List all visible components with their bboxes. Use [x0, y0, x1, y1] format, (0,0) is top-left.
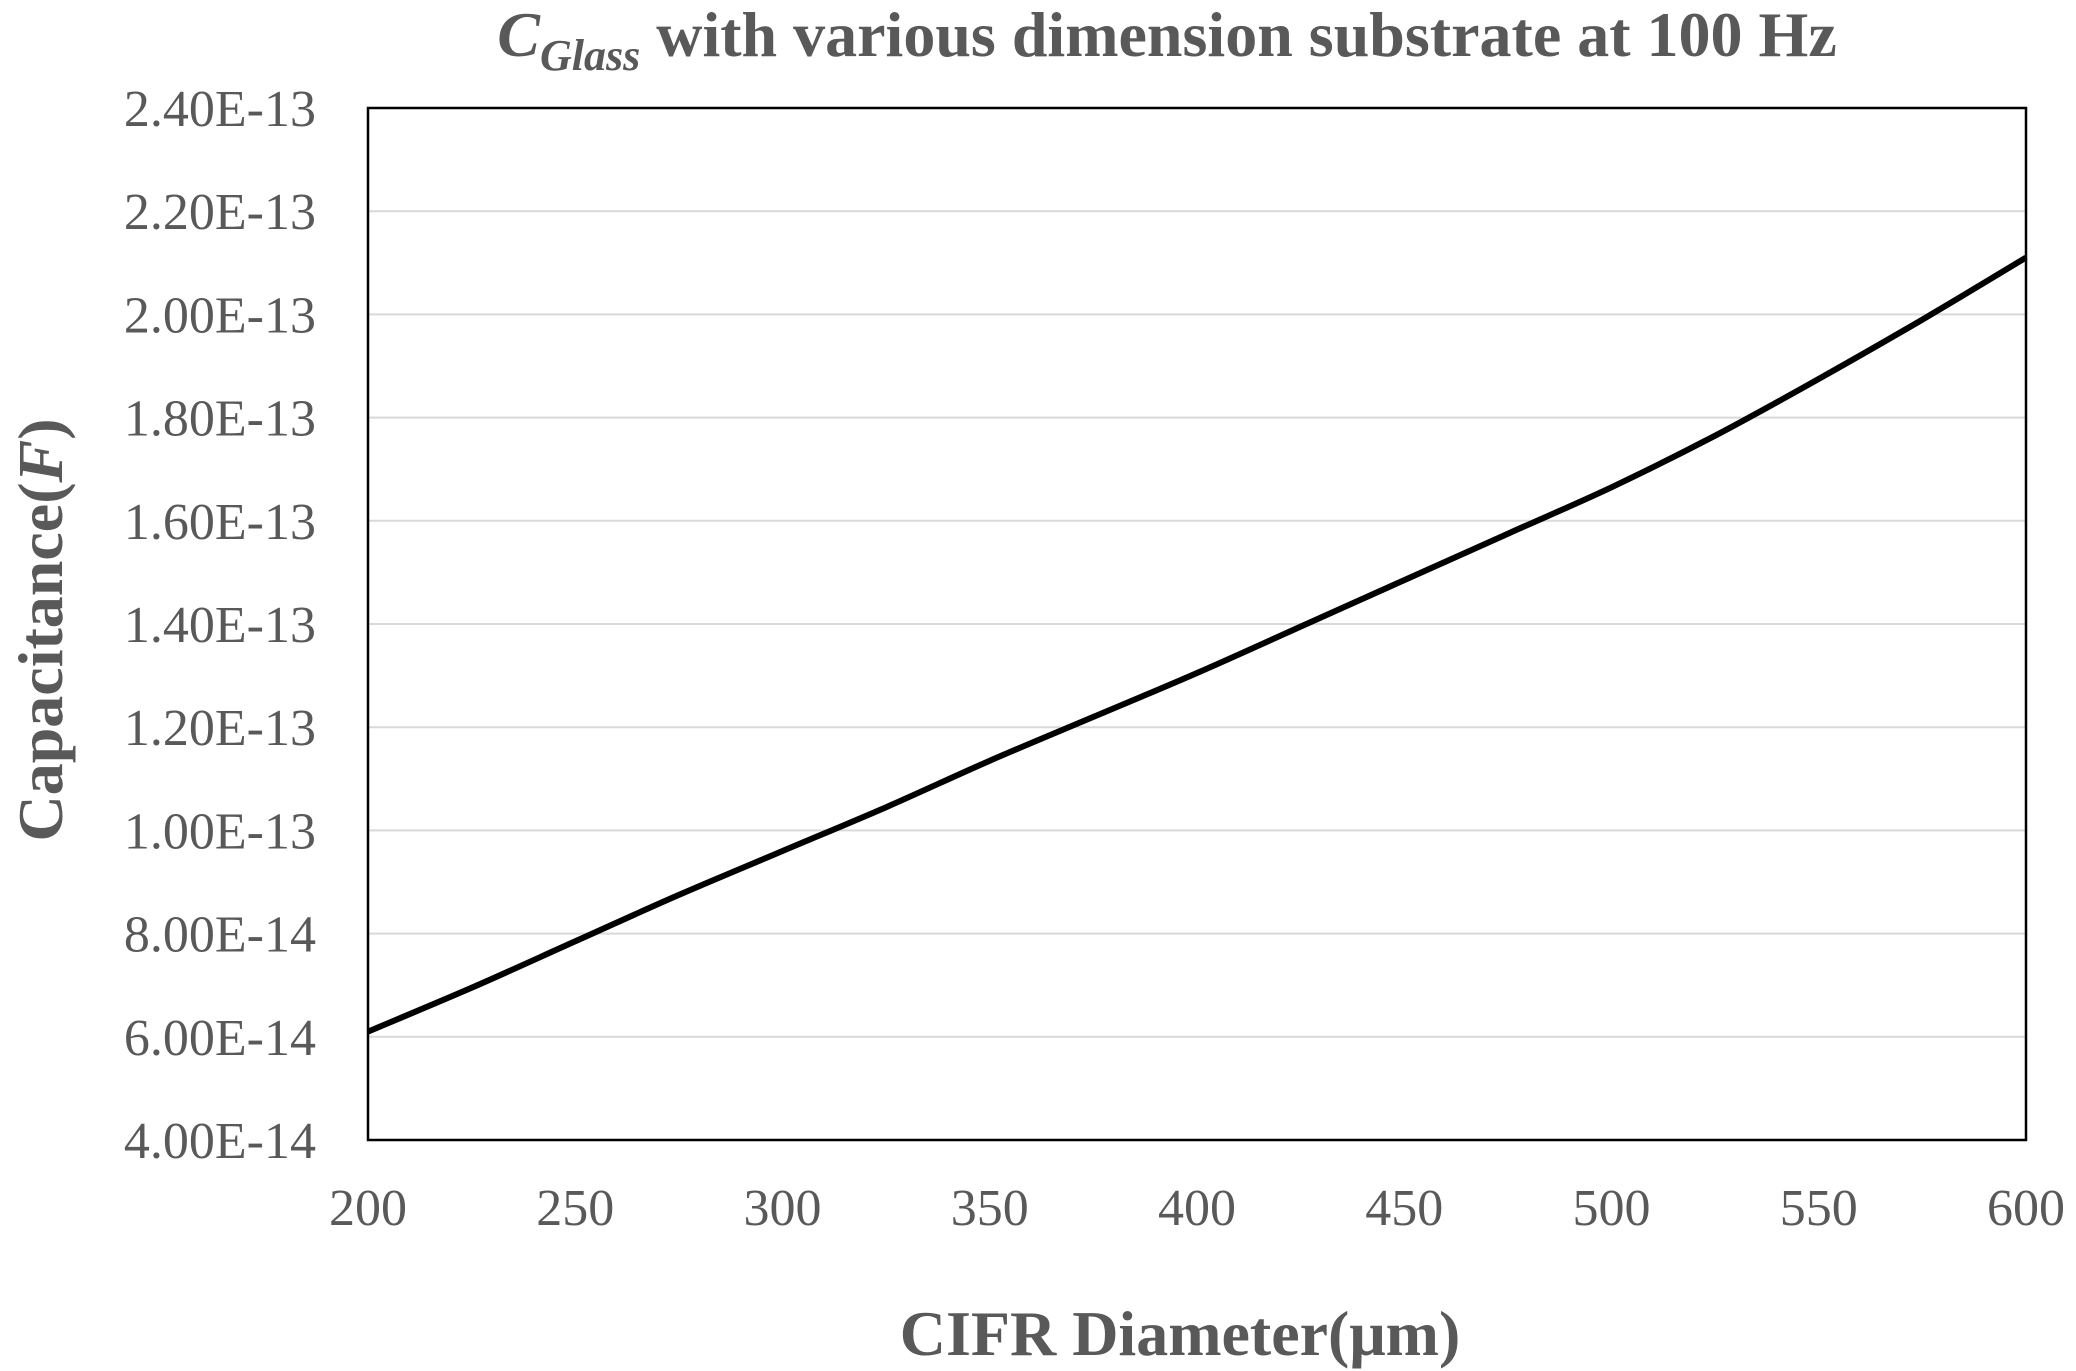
x-tick-label: 500	[1573, 1180, 1651, 1237]
chart-title: CGlass with various dimension substrate …	[497, 0, 1836, 80]
chart-title-symbol: C	[497, 0, 541, 70]
x-tick-label: 450	[1365, 1180, 1443, 1237]
x-tick-label: 550	[1780, 1180, 1858, 1237]
y-axis-title: Capacitance(F)	[5, 418, 76, 841]
y-tick-label: 6.00E-14	[124, 1010, 316, 1067]
y-tick-label: 4.00E-14	[124, 1113, 316, 1170]
y-tick-label: 2.40E-13	[124, 81, 316, 138]
y-tick-label: 2.00E-13	[124, 287, 316, 344]
x-tick-label: 350	[951, 1180, 1029, 1237]
y-tick-labels: 4.00E-14 6.00E-14 8.00E-14 1.00E-13 1.20E-13…	[124, 81, 316, 1170]
x-tick-label: 200	[329, 1180, 407, 1237]
chart-title-text: with various dimension substrate at 100 …	[640, 0, 1837, 70]
y-axis-title-unit: F	[5, 440, 76, 484]
y-axis-title-close: )	[5, 418, 76, 439]
y-axis-title-text: Capacitance(	[5, 482, 76, 841]
x-tick-label: 300	[744, 1180, 822, 1237]
x-tick-label: 250	[536, 1180, 614, 1237]
y-tick-label: 1.40E-13	[124, 597, 316, 654]
y-tick-label: 1.20E-13	[124, 700, 316, 757]
series-layer	[366, 255, 2028, 1035]
y-tick-label: 1.60E-13	[124, 494, 316, 551]
series-line	[366, 255, 2028, 1035]
plot-area-frame	[366, 106, 2028, 1142]
x-axis-title: CIFR Diameter(μm)	[900, 1298, 1461, 1369]
y-tick-label: 8.00E-14	[124, 907, 316, 964]
y-tick-label: 1.80E-13	[124, 391, 316, 448]
x-tick-label: 400	[1158, 1180, 1236, 1237]
chart-title-subscript: Glass	[540, 31, 640, 80]
y-tick-label: 2.20E-13	[124, 184, 316, 241]
x-tick-label: 600	[1987, 1180, 2065, 1237]
x-tick-labels: 200 250 300 350 400 450 500 550 600	[329, 1180, 2065, 1237]
gridlines	[368, 210, 2026, 1038]
y-tick-label: 1.00E-13	[124, 803, 316, 860]
